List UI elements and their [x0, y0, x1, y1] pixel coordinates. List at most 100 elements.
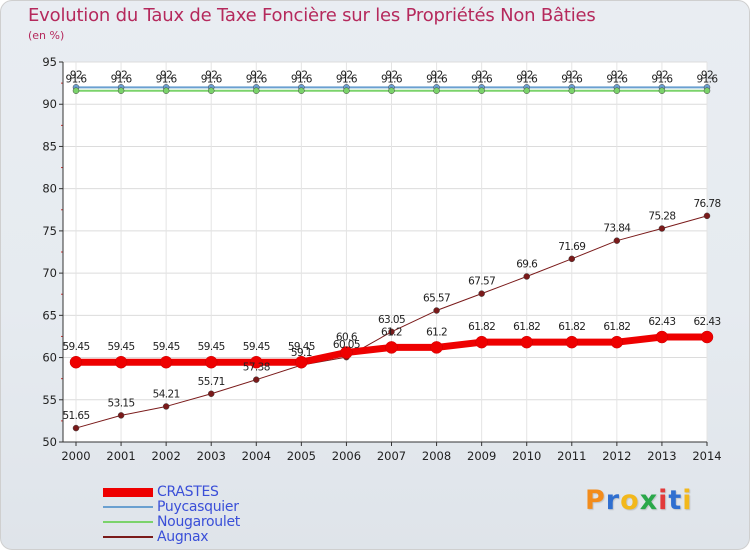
- data-label-crastes: 59.45: [198, 341, 225, 353]
- data-point-augnax: [568, 255, 576, 263]
- data-label-puycasquier: 92: [340, 69, 352, 81]
- data-point-nougaroulet: [72, 87, 80, 94]
- data-point-nougaroulet: [388, 87, 395, 94]
- data-point-crastes: [385, 341, 398, 354]
- data-point-crastes: [565, 335, 579, 349]
- logo-letter: i: [658, 485, 669, 516]
- data-point-crastes: [340, 346, 353, 359]
- data-label-crastes: 59.45: [288, 341, 315, 353]
- logo-letter: r: [605, 485, 621, 516]
- data-label-crastes: 59.45: [243, 341, 270, 353]
- data-label-puycasquier: 92: [701, 69, 713, 81]
- logo-letter: o: [620, 485, 640, 516]
- data-point-augnax: [613, 237, 621, 244]
- data-label-augnax: 75.28: [648, 211, 675, 223]
- data-label-puycasquier: 92: [385, 69, 397, 81]
- data-label-augnax: 67.57: [468, 276, 495, 288]
- data-label-nougaroulet: 91.6: [336, 74, 358, 86]
- data-point-augnax: [433, 307, 440, 314]
- data-point-augnax: [523, 273, 530, 280]
- data-label-nougaroulet: 91.6: [697, 74, 719, 86]
- data-point-augnax: [703, 212, 711, 220]
- data-label-nougaroulet: 91.6: [606, 74, 628, 86]
- data-point-crastes: [159, 355, 173, 369]
- data-label-crastes: 59.45: [62, 341, 89, 353]
- data-label-crastes: 62.43: [648, 316, 675, 328]
- data-point-nougaroulet: [117, 87, 125, 94]
- x-tick-label: 2014: [692, 449, 721, 463]
- legend-swatch: [103, 487, 153, 497]
- data-label-nougaroulet: 91.6: [291, 74, 313, 86]
- data-label-crastes: 59.45: [108, 341, 135, 353]
- data-label-puycasquier: 92: [566, 69, 578, 81]
- y-tick-label: 65: [42, 308, 57, 322]
- data-label-nougaroulet: 91.6: [516, 74, 538, 86]
- data-label-nougaroulet: 91.6: [426, 74, 448, 86]
- data-label-puycasquier: 92: [115, 69, 127, 81]
- data-label-puycasquier: 92: [70, 69, 82, 81]
- data-label-crastes: 61.82: [558, 321, 585, 333]
- data-point-crastes: [114, 355, 128, 369]
- y-tick-label: 50: [42, 435, 57, 449]
- x-tick-label: 2001: [106, 449, 135, 463]
- data-label-crastes: 61.82: [513, 321, 540, 333]
- data-label-nougaroulet: 91.6: [381, 74, 403, 86]
- legend-label: Augnax: [157, 529, 209, 545]
- data-label-augnax: 65.57: [423, 293, 450, 305]
- data-point-augnax: [253, 376, 260, 383]
- data-point-crastes: [700, 330, 714, 344]
- data-label-puycasquier: 92: [295, 69, 307, 81]
- data-label-augnax: 51.65: [62, 410, 89, 422]
- x-tick-label: 2013: [647, 449, 676, 463]
- legend-label: Nougaroulet: [157, 514, 240, 530]
- data-label-crastes: 59.45: [153, 341, 180, 353]
- x-tick-label: 2005: [287, 449, 316, 463]
- data-point-crastes: [520, 335, 533, 349]
- data-point-nougaroulet: [658, 87, 666, 94]
- data-point-crastes: [475, 335, 488, 349]
- logo-letter: i: [682, 485, 693, 516]
- data-point-nougaroulet: [613, 87, 621, 94]
- y-tick-label: 55: [42, 393, 57, 407]
- chart-unit: (en %): [28, 29, 65, 42]
- data-label-nougaroulet: 91.6: [471, 74, 493, 86]
- data-label-augnax: 57.38: [243, 362, 270, 374]
- legend-swatch: [103, 506, 153, 508]
- data-point-crastes: [655, 330, 669, 344]
- data-point-augnax: [388, 328, 395, 336]
- plot-area: [63, 62, 707, 442]
- data-label-augnax: 55.71: [198, 376, 225, 388]
- y-tick-label: 80: [42, 182, 57, 196]
- data-label-puycasquier: 92: [205, 69, 217, 81]
- y-tick-label: 60: [42, 351, 57, 365]
- data-point-nougaroulet: [298, 87, 305, 94]
- data-label-puycasquier: 92: [611, 69, 623, 81]
- logo-letter: P: [585, 485, 606, 516]
- data-point-nougaroulet: [568, 87, 576, 94]
- data-point-augnax: [162, 403, 170, 410]
- x-tick-label: 2009: [467, 449, 496, 463]
- data-label-augnax: 63.05: [378, 314, 405, 326]
- legend-swatch: [103, 536, 153, 538]
- y-tick-label: 95: [42, 55, 57, 69]
- data-point-nougaroulet: [253, 87, 260, 94]
- data-label-puycasquier: 92: [430, 69, 442, 81]
- data-point-augnax: [207, 390, 215, 398]
- x-tick-label: 2012: [602, 449, 631, 463]
- x-tick-label: 2002: [152, 449, 181, 463]
- data-label-puycasquier: 92: [250, 69, 262, 81]
- y-tick-label: 85: [42, 139, 57, 153]
- x-tick-label: 2000: [61, 449, 90, 463]
- data-label-nougaroulet: 91.6: [111, 74, 133, 86]
- logo-letter: x: [639, 485, 659, 516]
- data-label-augnax: 59.1: [291, 347, 312, 359]
- data-label-crastes: 61.82: [603, 321, 630, 333]
- data-point-augnax: [478, 290, 485, 297]
- data-point-crastes: [69, 355, 83, 369]
- data-label-augnax: 73.84: [603, 223, 631, 235]
- data-point-nougaroulet: [478, 87, 485, 94]
- data-point-nougaroulet: [523, 87, 530, 94]
- data-label-puycasquier: 92: [521, 69, 533, 81]
